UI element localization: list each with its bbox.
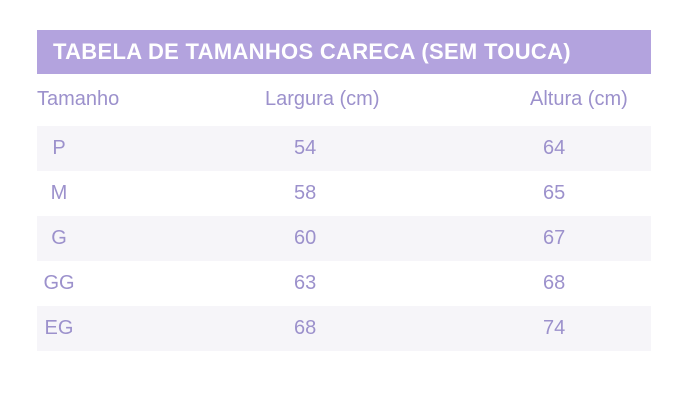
cell-width: 68 — [294, 317, 317, 339]
header-size: Tamanho — [37, 88, 120, 110]
cell-width: 54 — [294, 137, 317, 159]
cell-width: 58 — [294, 182, 317, 204]
table-row: EG 68 74 — [37, 306, 651, 351]
cell-height: 67 — [543, 227, 566, 249]
cell-height: 74 — [543, 317, 566, 339]
header-height: Altura (cm) — [530, 88, 628, 110]
cell-size: P — [52, 137, 66, 159]
table-header-row: Tamanho Largura (cm) Altura (cm) — [37, 74, 651, 126]
cell-height: 65 — [543, 182, 566, 204]
table-row: G 60 67 — [37, 216, 651, 261]
cell-size: G — [51, 227, 67, 249]
cell-width: 63 — [294, 272, 317, 294]
cell-height: 64 — [543, 137, 566, 159]
cell-width: 60 — [294, 227, 317, 249]
size-table: TABELA DE TAMANHOS CARECA (SEM TOUCA) Ta… — [37, 30, 651, 351]
header-width: Largura (cm) — [265, 88, 380, 110]
cell-size: M — [50, 182, 68, 204]
table-row: P 54 64 — [37, 126, 651, 171]
table-row: M 58 65 — [37, 171, 651, 216]
cell-height: 68 — [543, 272, 566, 294]
table-row: GG 63 68 — [37, 261, 651, 306]
table-title-bar: TABELA DE TAMANHOS CARECA (SEM TOUCA) — [37, 30, 651, 74]
table-title: TABELA DE TAMANHOS CARECA (SEM TOUCA) — [53, 39, 571, 64]
cell-size: EG — [44, 317, 74, 339]
cell-size: GG — [43, 272, 75, 294]
